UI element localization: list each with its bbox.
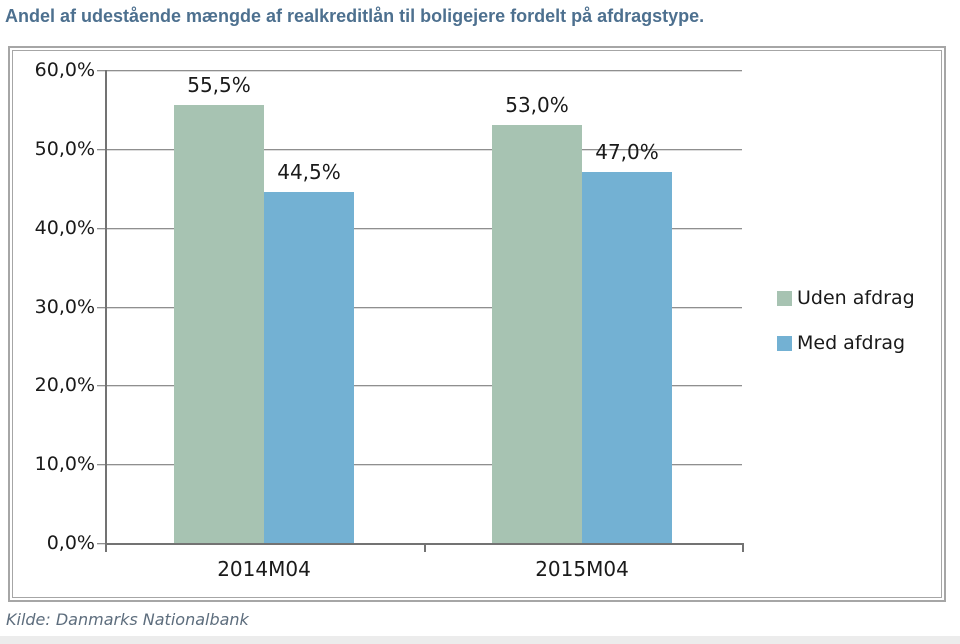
x-category-label: 2015M04 [535,557,629,581]
bar-label: 53,0% [505,93,569,118]
chart-canvas: 60,0% 50,0% 40,0% 30,0% 20,0% 10,0% 0,0% 55,5% 5… [12,50,942,598]
y-tick-label: 50,0% [34,137,95,160]
bar-uden-afdrag-2014M04 [174,105,264,543]
y-tick-label: 60,0% [34,59,95,81]
gridline-10 [105,464,742,466]
y-tick-20 [97,385,105,387]
gridline-30 [105,306,742,308]
y-tick-label: 30,0% [34,295,95,318]
bar-label: 44,5% [277,160,341,185]
y-tick-0 [97,543,105,544]
y-tick-label: 10,0% [34,453,95,476]
gridline-60 [105,70,742,71]
gridline-50 [105,148,742,150]
bar-med-afdrag-2015M04 [582,172,672,543]
y-tick-60 [97,70,105,71]
page-title: Andel af udestående mængde af realkredit… [5,6,705,26]
bar-uden-afdrag-2015M04 [492,125,582,543]
legend-label: Uden afdrag [797,287,915,309]
bottom-strip [0,636,960,644]
y-axis [105,70,107,552]
legend-swatch-med-afdrag [777,336,792,351]
bar-label: 55,5% [187,73,251,98]
legend-swatch-uden-afdrag [777,291,792,306]
y-tick-label: 20,0% [34,374,95,397]
y-tick-label: 40,0% [34,216,95,239]
y-tick-40 [97,227,105,229]
y-tick-label: 0,0% [46,532,95,554]
bar-label: 47,0% [595,140,659,165]
legend-label: Med afdrag [797,332,906,354]
y-tick-10 [97,464,105,466]
y-tick-50 [97,148,105,150]
x-axis-tick-1 [423,543,426,552]
gridline-40 [105,227,742,229]
x-axis-tick-0 [105,543,107,552]
y-tick-30 [97,306,105,308]
bar-med-afdrag-2014M04 [264,192,354,543]
x-category-label: 2014M04 [217,557,311,581]
gridline-20 [105,385,742,387]
chart-panel: 60,0% 50,0% 40,0% 30,0% 20,0% 10,0% 0,0% 55,5% 5… [8,46,946,602]
source-note: Kilde: Danmarks Nationalbank [6,610,249,629]
x-axis-tick-2 [742,543,744,552]
